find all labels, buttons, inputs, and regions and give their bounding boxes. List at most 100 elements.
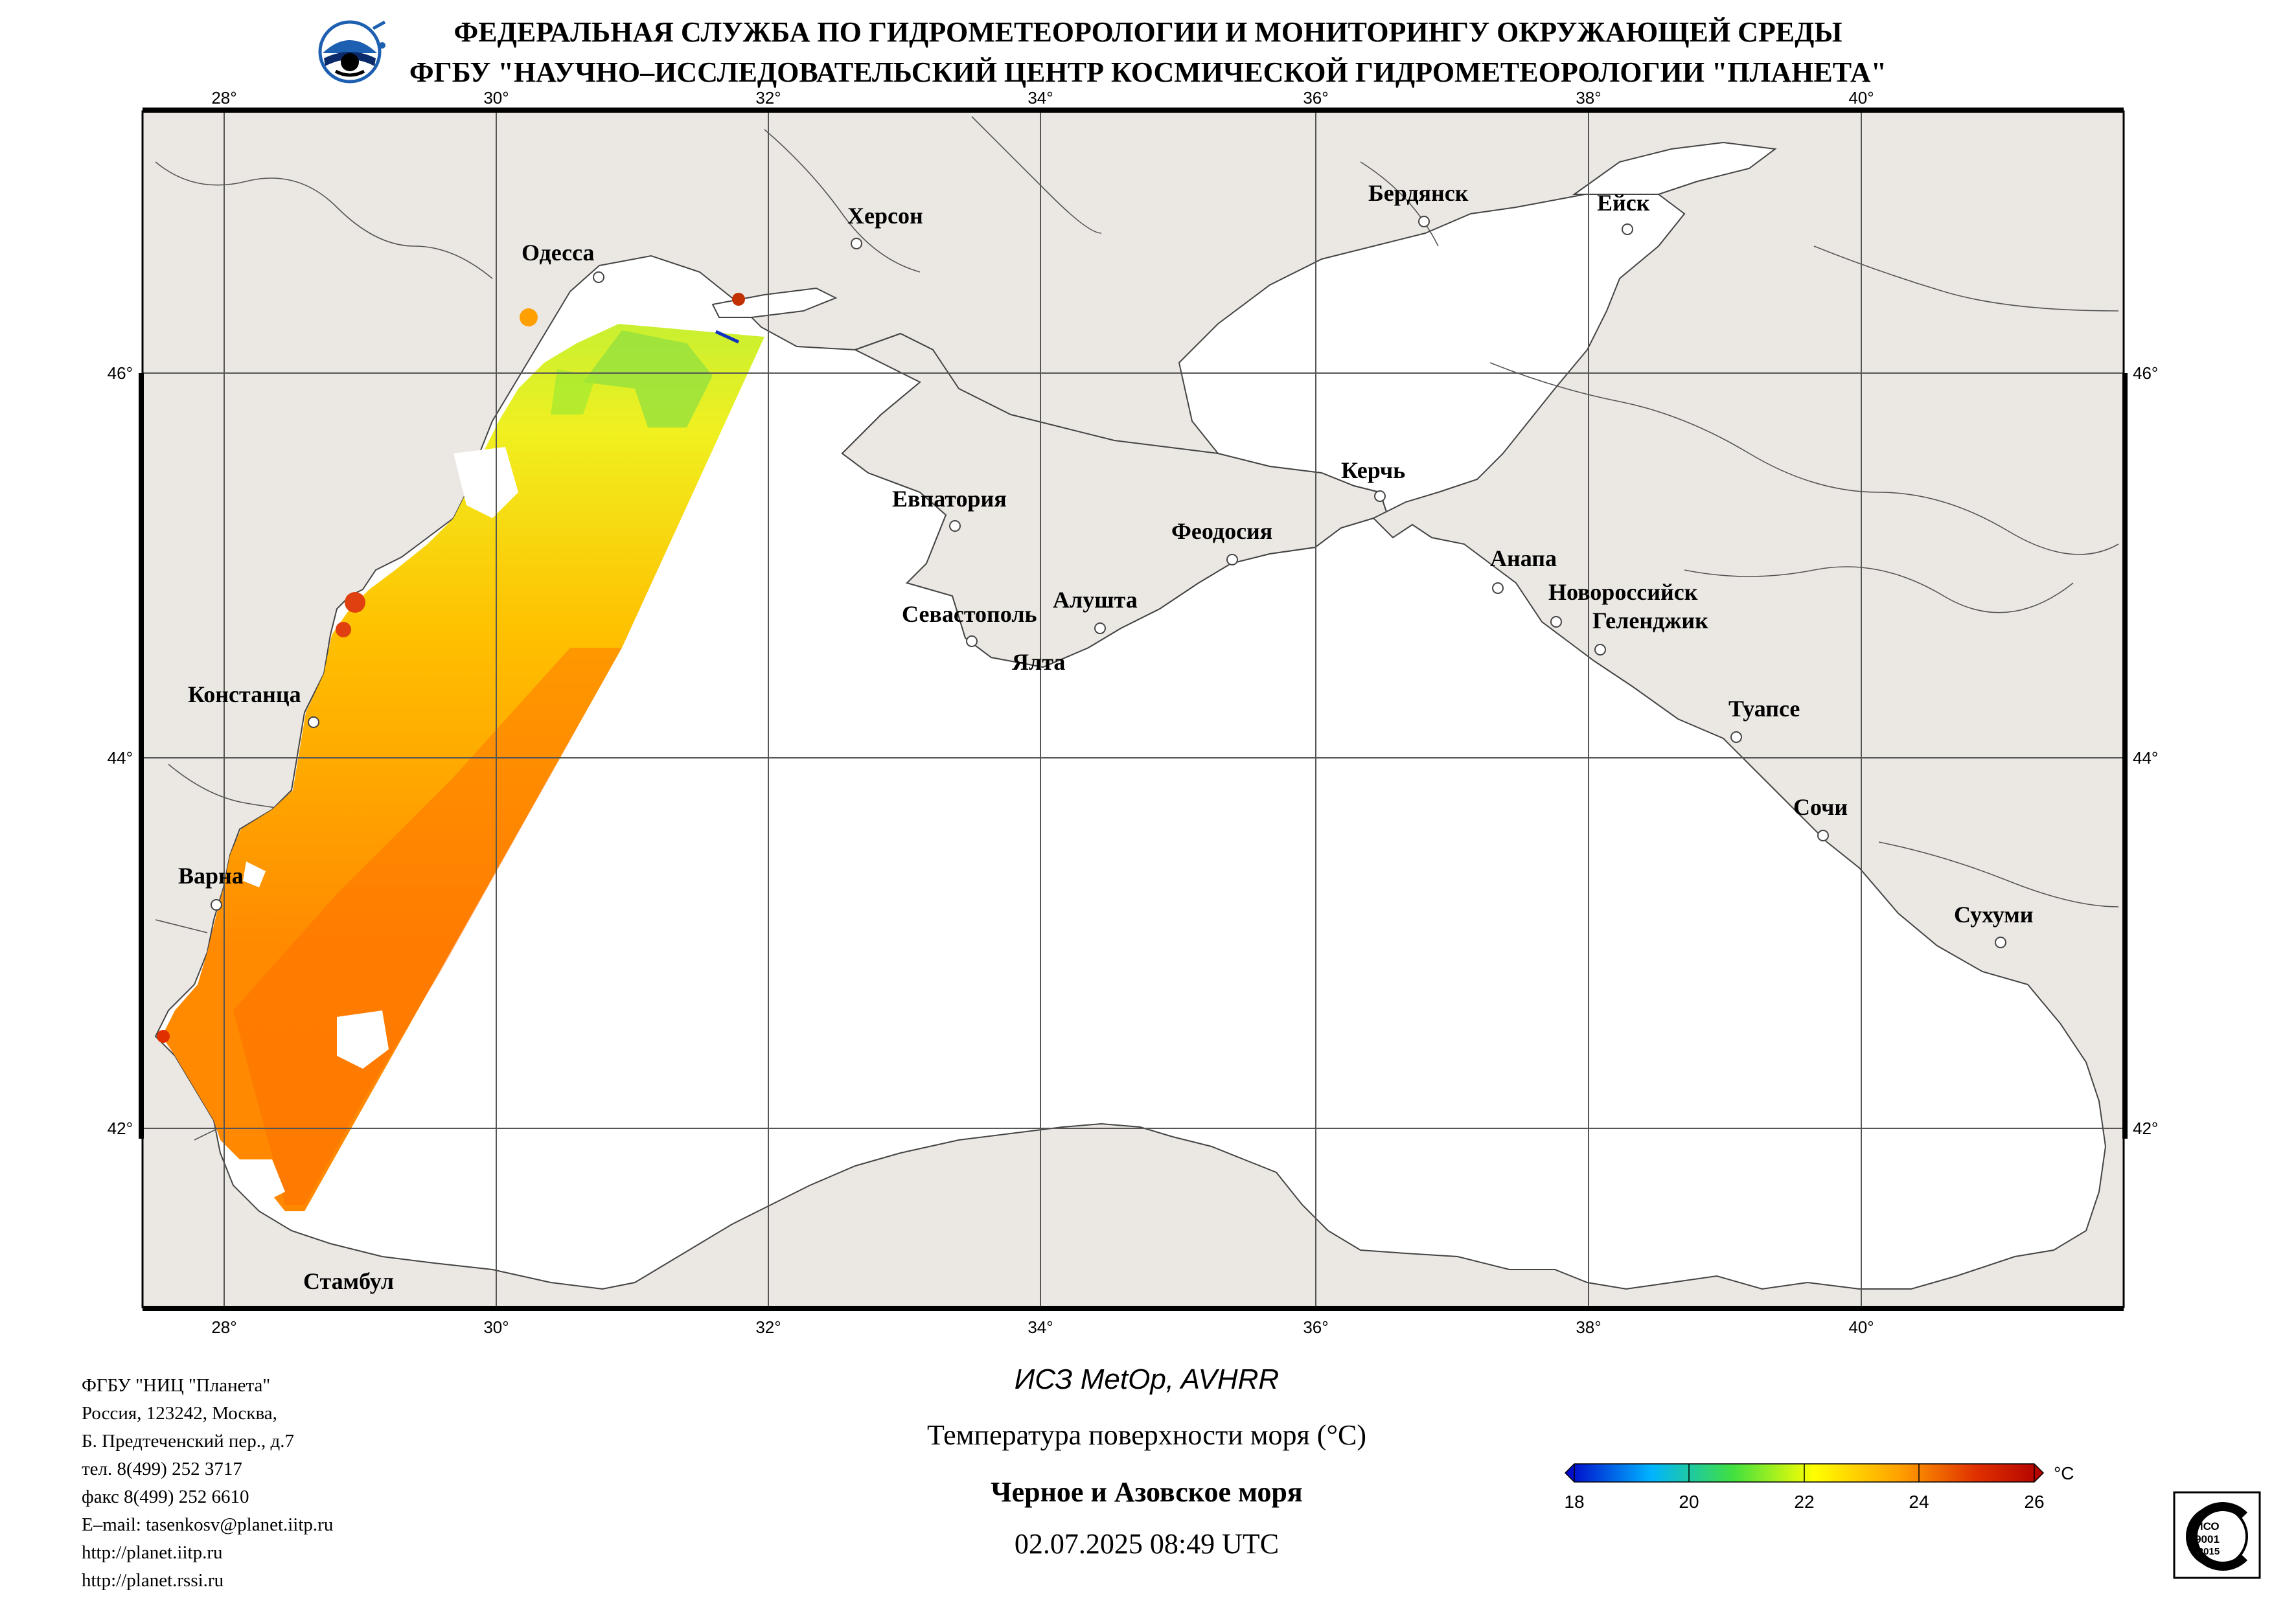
colorbar-legend: 18 20 22 24 26 °C <box>1564 1463 2074 1512</box>
city-odessa: Одесса <box>522 240 604 283</box>
sst-cold-streak <box>715 330 740 344</box>
city-sukhumi: Сухуми <box>1954 902 2034 948</box>
city-tuapse: Туапсе <box>1728 696 1800 743</box>
sea-of-azov <box>1178 187 1686 513</box>
city-varna: Варна <box>178 863 244 911</box>
taganrog-bay <box>1572 141 1777 195</box>
header-title-line2: ФГБУ "НАУЧНО–ИССЛЕДОВАТЕЛЬСКИЙ ЦЕНТР КОС… <box>409 56 1887 88</box>
sst-warm-band <box>233 648 622 1205</box>
city-istanbul: Стамбул <box>303 1268 394 1294</box>
colorbar-tick: 20 <box>1679 1492 1699 1512</box>
longitude-label-top: 40° <box>1848 88 1874 108</box>
cert-line1: ИСО <box>2195 1520 2219 1533</box>
planeta-logo-icon <box>318 20 386 84</box>
city-alushta: Алушта <box>1053 587 1138 634</box>
colorbar-unit: °C <box>2054 1463 2074 1483</box>
contact-fax: факс 8(499) 252 6610 <box>82 1487 249 1507</box>
contact-url1: http://planet.iitp.ru <box>82 1542 223 1563</box>
svg-text:Бердянск: Бердянск <box>1368 180 1469 206</box>
latitude-label-left: 46° <box>108 363 133 383</box>
contact-url2: http://planet.rssi.ru <box>82 1570 224 1591</box>
colorbar-tick: 26 <box>2024 1492 2044 1512</box>
cities: Одесса Херсон Бердянск Ейск Евпатория Ке… <box>178 180 2034 1294</box>
sst-hotspot <box>520 308 538 326</box>
svg-text:Керчь: Керчь <box>1341 457 1405 483</box>
sst-cool-patch <box>583 330 713 427</box>
latitude-label-left: 42° <box>108 1119 133 1138</box>
sst-hotspot <box>157 1030 170 1043</box>
map-frame-ticks <box>139 108 2128 1311</box>
longitude-label-bottom: 40° <box>1848 1317 1874 1337</box>
city-sochi: Сочи <box>1793 794 1848 841</box>
contact-address-line2: Б. Предтеченский пер., д.7 <box>82 1431 295 1452</box>
svg-text:Феодосия: Феодосия <box>1171 518 1272 544</box>
colorbar-tick: 22 <box>1794 1492 1814 1512</box>
cert-line2: 9001 <box>2195 1533 2220 1545</box>
colorbar-tick: 18 <box>1564 1492 1584 1512</box>
svg-text:Геленджик: Геленджик <box>1592 608 1708 633</box>
longitude-label-bottom: 36° <box>1303 1317 1328 1337</box>
latitude-label-right: 46° <box>2133 363 2158 383</box>
city-gelendzhik: Геленджик <box>1592 608 1708 655</box>
svg-text:Алушта: Алушта <box>1053 587 1138 613</box>
sst-cool-patch <box>551 369 596 415</box>
sst-hotspot <box>336 622 351 637</box>
city-yalta: Ялта <box>1012 649 1065 675</box>
iso-certificate-icon: ИСО 9001 -2015 <box>2173 1491 2261 1579</box>
cloud-gap <box>240 1159 285 1205</box>
longitude-label-bottom: 30° <box>483 1317 509 1337</box>
svg-text:Сочи: Сочи <box>1793 794 1848 820</box>
longitude-label-top: 36° <box>1303 88 1328 108</box>
city-constanta: Констанца <box>188 681 319 728</box>
longitude-label-bottom: 32° <box>755 1317 781 1337</box>
city-sevastopol: Севастополь <box>902 601 1037 647</box>
svg-text:Ялта: Ялта <box>1012 649 1065 675</box>
dnieper-estuary <box>711 287 838 318</box>
longitude-label-top: 34° <box>1027 88 1053 108</box>
svg-text:Новороссийск: Новороссийск <box>1548 579 1698 605</box>
svg-text:Анапа: Анапа <box>1490 545 1557 571</box>
graticule <box>143 111 2124 1307</box>
longitude-label-top: 32° <box>755 88 781 108</box>
cloud-gap <box>337 1010 389 1069</box>
svg-text:Одесса: Одесса <box>522 240 595 266</box>
region-caption: Черное и Азовское моря <box>991 1476 1303 1508</box>
longitude-label-top: 38° <box>1576 88 1601 108</box>
longitude-label-bottom: 34° <box>1027 1317 1053 1337</box>
svg-text:Херсон: Херсон <box>847 203 923 229</box>
cloud-gap <box>243 861 266 887</box>
crimea-peninsula <box>841 332 1388 668</box>
header-title-line1: ФЕДЕРАЛЬНАЯ СЛУЖБА ПО ГИДРОМЕТЕОРОЛОГИИ … <box>453 16 1843 48</box>
longitude-label-top: 30° <box>483 88 509 108</box>
contact-address-line1: Россия, 123242, Москва, <box>82 1403 277 1424</box>
city-berdyansk: Бердянск <box>1368 180 1469 227</box>
contact-phone: тел. 8(499) 252 3717 <box>82 1459 242 1479</box>
datetime-caption: 02.07.2025 08:49 UTC <box>1014 1528 1280 1560</box>
city-yeysk: Ейск <box>1597 190 1650 235</box>
sst-swath <box>162 324 764 1211</box>
svg-text:Ейск: Ейск <box>1597 190 1650 216</box>
longitude-label-bottom: 38° <box>1576 1317 1601 1337</box>
city-feodosia: Феодосия <box>1171 518 1272 565</box>
colorbar-tick: 24 <box>1909 1492 1929 1512</box>
svg-text:Констанца: Констанца <box>188 681 301 707</box>
contact-org: ФГБУ "НИЦ "Планета" <box>82 1375 271 1396</box>
satellite-caption: ИСЗ MetOp, AVHRR <box>1014 1363 1280 1395</box>
sst-hotspot <box>732 293 745 306</box>
parameter-caption: Температура поверхности моря (°C) <box>926 1419 1367 1451</box>
city-kerch: Керчь <box>1341 457 1405 502</box>
cert-line3: -2015 <box>2195 1546 2220 1557</box>
latitude-label-left: 44° <box>108 748 133 768</box>
svg-text:Евпатория: Евпатория <box>892 486 1007 512</box>
sst-hotspot <box>345 592 365 613</box>
cloud-gap <box>453 447 518 518</box>
contact-info: ФГБУ "НИЦ "Планета" Россия, 123242, Моск… <box>82 1372 333 1595</box>
latitude-label-right: 44° <box>2133 748 2158 768</box>
svg-text:Туапсе: Туапсе <box>1728 696 1800 722</box>
contact-email: E–mail: tasenkosv@planet.iitp.ru <box>82 1514 334 1535</box>
city-novorossiysk: Новороссийск <box>1548 579 1698 628</box>
svg-text:Сухуми: Сухуми <box>1954 902 2034 928</box>
longitude-label-bottom: 28° <box>211 1317 236 1337</box>
svg-text:Стамбул: Стамбул <box>303 1268 394 1294</box>
